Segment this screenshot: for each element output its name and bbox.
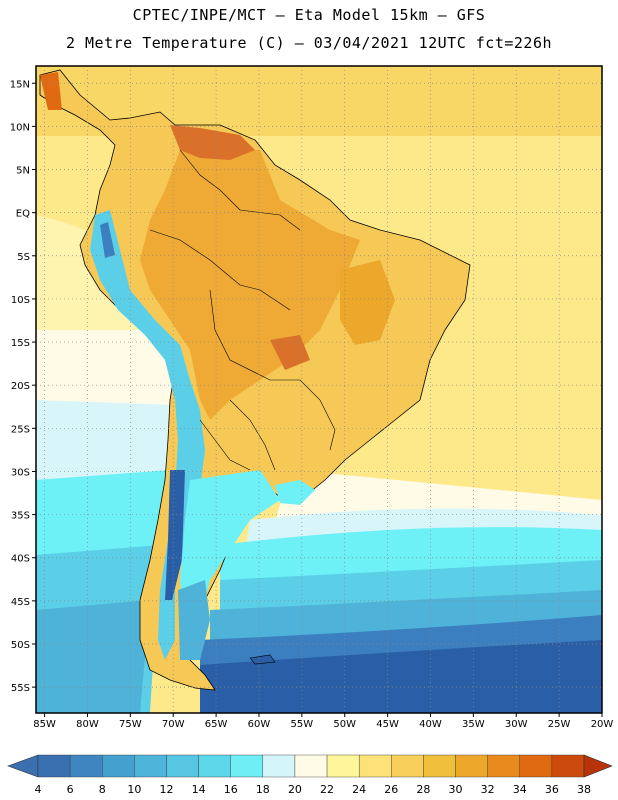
lon-label: 50W: [333, 719, 356, 730]
falkland-islands: [249, 654, 276, 665]
lat-label: 20S: [11, 381, 30, 392]
colorbar-segment: [37, 754, 71, 778]
map-frame: [35, 65, 603, 714]
lat-label: 50S: [11, 640, 30, 651]
colorbar-segment: [166, 754, 199, 778]
colorbar-segment: [423, 754, 456, 778]
lat-label: 35S: [11, 511, 30, 522]
colorbar-label: 32: [481, 783, 495, 796]
colorbar-segment: [102, 754, 135, 778]
colorbar-label: 6: [67, 783, 74, 796]
colorbar-labels: 4 6 8 10 12 14 16 18 20 22 24 26 28 30 32 34 36 38: [35, 783, 592, 796]
colorbar-segment: [455, 754, 488, 778]
lon-label: 45W: [376, 719, 399, 730]
lat-label: 15N: [10, 79, 30, 90]
patagonia-cold: [178, 580, 210, 660]
lat-label: 5N: [16, 166, 30, 177]
lon-label: 25W: [548, 719, 571, 730]
atlantic-coldest-zone: [200, 640, 602, 713]
colorbar-label: 18: [256, 783, 270, 796]
colorbar-segment: [487, 754, 520, 778]
colorbar-label: 10: [127, 783, 141, 796]
map-title-line2: 2 Metre Temperature (C) – 03/04/2021 12U…: [65, 34, 553, 52]
lon-label: 60W: [248, 719, 271, 730]
colorbar-label: 26: [384, 783, 398, 796]
colorbar-segment: [198, 754, 231, 778]
central-america-hot-spot: [40, 72, 62, 110]
northeast-hot-zone: [340, 260, 395, 345]
colorbar: [7, 754, 613, 778]
colorbar-label: 28: [416, 783, 430, 796]
colorbar-segment: [391, 754, 424, 778]
longitude-labels: 85W 80W 75W 70W 65W 60W 55W 50W 45W 40W 35W 30W 25W 2…: [33, 713, 613, 730]
colorbar-segment: [326, 754, 360, 778]
colorbar-left-arrow: [7, 754, 39, 778]
latitude-labels: 15N 10N 5N EQ 5S 10S 15S 20S 25S 30S 35S 40S 45S 50S 5…: [10, 79, 36, 694]
lat-label: 15S: [11, 338, 30, 349]
colorbar-label: 30: [449, 783, 463, 796]
colorbar-label: 12: [159, 783, 173, 796]
colorbar-label: 8: [99, 783, 106, 796]
colorbar-label: 38: [577, 783, 591, 796]
colorbar-segment: [519, 754, 553, 778]
colorbar-segment: [230, 754, 264, 778]
colorbar-segment: [551, 754, 585, 778]
lat-label: 10N: [10, 122, 30, 133]
colorbar-right-arrow: [583, 754, 613, 778]
colorbar-segment: [358, 754, 392, 778]
venezuela-hot-spot: [170, 125, 255, 160]
lat-label: 5S: [17, 252, 30, 263]
map-title-line1: CPTEC/INPE/MCT – Eta Model 15km – GFS: [132, 6, 486, 24]
lon-label: 65W: [205, 719, 228, 730]
pacific-pale-zone: [36, 330, 180, 420]
colorbar-segment: [262, 754, 296, 778]
map-field: [36, 66, 602, 713]
pacific-cyan-zone: [36, 470, 170, 570]
lon-label: 55W: [291, 719, 314, 730]
lat-label: 45S: [11, 597, 30, 608]
lat-label: 30S: [11, 467, 30, 478]
colorbar-label: 36: [545, 783, 559, 796]
lon-label: 80W: [76, 719, 99, 730]
lat-label: EQ: [16, 209, 30, 220]
lon-label: 40W: [419, 719, 442, 730]
lon-label: 30W: [505, 719, 528, 730]
colorbar-segment: [69, 754, 103, 778]
rio-de-la-plata-cool: [275, 480, 315, 505]
lon-label: 85W: [33, 719, 56, 730]
central-hot-spot: [270, 335, 310, 370]
pacific-cold-zone: [36, 600, 150, 713]
colorbar-label: 24: [352, 783, 366, 796]
country-borders: [149, 149, 336, 471]
colorbar-segment: [294, 754, 328, 778]
lon-label: 20W: [591, 719, 614, 730]
colorbar-label: 34: [513, 783, 527, 796]
andes-south-cold: [165, 470, 185, 600]
colorbar-label: 4: [35, 783, 42, 796]
colorbar-segment: [134, 754, 167, 778]
colorbar-label: 16: [224, 783, 238, 796]
lon-label: 75W: [119, 719, 142, 730]
interior-hot-zone: [140, 150, 360, 420]
lat-label: 55S: [11, 683, 30, 694]
lon-label: 70W: [162, 719, 185, 730]
colorbar-label: 20: [288, 783, 302, 796]
lat-label: 40S: [11, 554, 30, 565]
lat-label: 25S: [11, 424, 30, 435]
andes-north-cold: [100, 222, 115, 258]
colorbar-label: 14: [192, 783, 206, 796]
lat-label: 10S: [11, 295, 30, 306]
colorbar-label: 22: [320, 783, 334, 796]
lon-label: 35W: [462, 719, 485, 730]
